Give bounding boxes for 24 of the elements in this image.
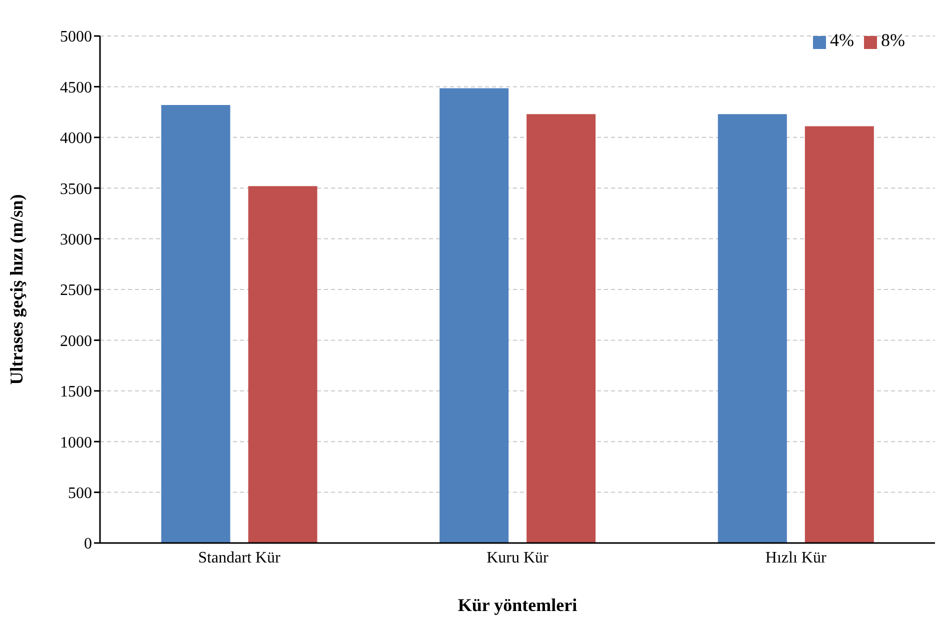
bar xyxy=(804,126,874,543)
y-tick-label: 1500 xyxy=(60,384,92,401)
bar xyxy=(161,104,230,543)
y-tick-label: 500 xyxy=(68,484,92,502)
y-tick-label: 3500 xyxy=(60,180,92,198)
y-tick-label: 5000 xyxy=(60,28,92,46)
y-axis-title: Ultrases geçiş hızı (m/sn) xyxy=(6,194,26,385)
y-tick-label: 3000 xyxy=(60,231,92,248)
y-tick-label: 4000 xyxy=(60,130,92,148)
y-tick-label: 2000 xyxy=(60,332,92,350)
y-tick-label: 1000 xyxy=(60,434,92,452)
y-tick-label: 2500 xyxy=(60,282,92,300)
bar xyxy=(440,88,509,543)
y-tick-label: 0 xyxy=(84,536,92,553)
y-tick-label: 4500 xyxy=(60,79,92,96)
bar xyxy=(526,114,596,543)
legend-label: 8% xyxy=(881,30,905,50)
bar xyxy=(248,186,318,543)
x-tick-label: Kuru Kür xyxy=(486,549,550,566)
x-axis-title: Kür yöntemleri xyxy=(458,595,578,615)
x-tick-label: Standart Kür xyxy=(198,549,281,566)
x-tick-label: Hızlı Kür xyxy=(765,549,827,566)
legend-label: 4% xyxy=(830,30,854,50)
bar xyxy=(718,114,787,543)
